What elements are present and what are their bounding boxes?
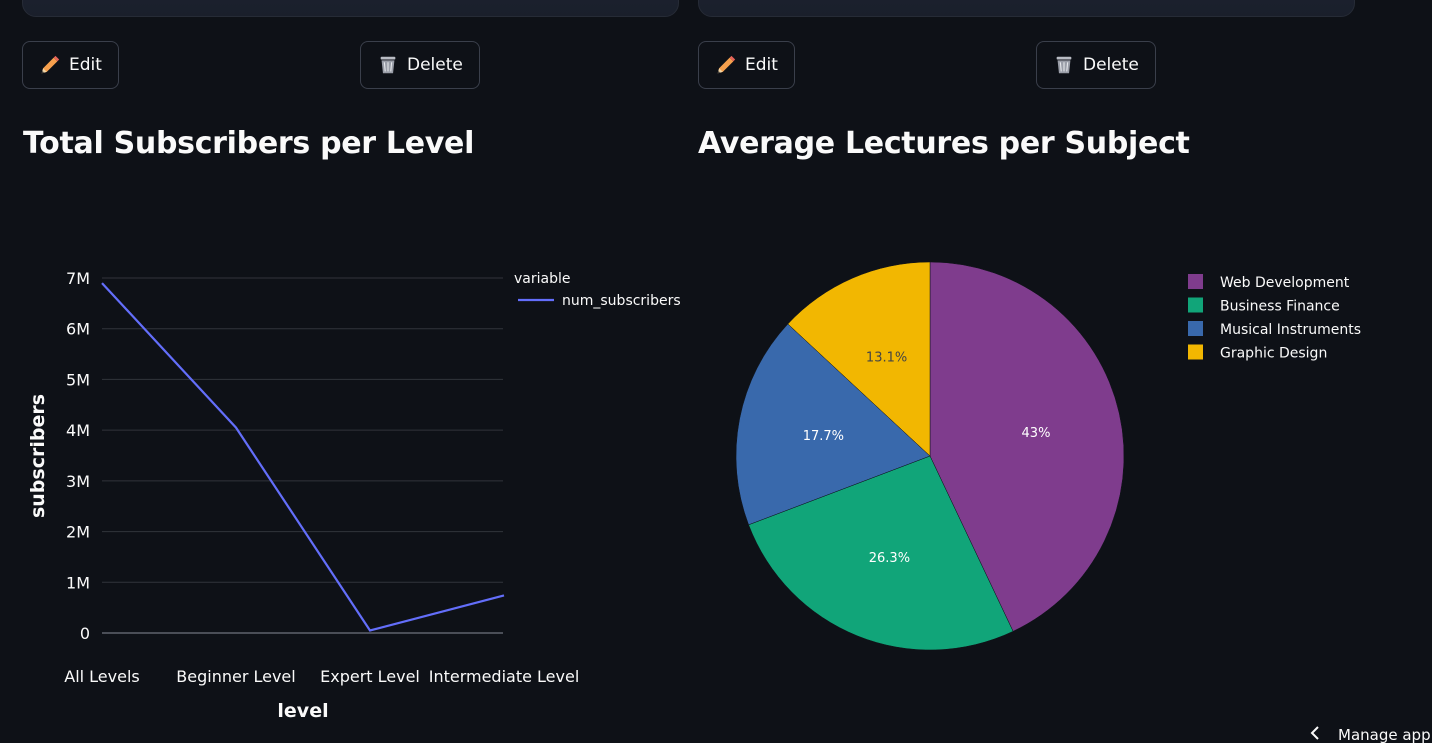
x-tick-label: Expert Level bbox=[320, 667, 420, 686]
y-tick-label: 3M bbox=[66, 472, 90, 491]
legend-swatch[interactable] bbox=[1188, 344, 1203, 360]
legend-label[interactable]: Web Development bbox=[1220, 275, 1350, 291]
chevron-left-icon bbox=[1310, 726, 1320, 743]
pie-slice[interactable] bbox=[735, 323, 931, 526]
pencil-icon bbox=[39, 54, 61, 76]
delete-button-left[interactable]: Delete bbox=[360, 41, 480, 89]
y-tick-label: 5M bbox=[66, 370, 90, 389]
manage-app-button[interactable]: Manage app bbox=[1310, 726, 1431, 743]
wastebasket-icon bbox=[377, 54, 399, 76]
legend-label-num-subscribers[interactable]: num_subscribers bbox=[562, 293, 681, 309]
slice-value-label: 26.3% bbox=[869, 551, 910, 566]
series-line-num-subscribers bbox=[101, 282, 505, 632]
line-chart-title: Total Subscribers per Level bbox=[23, 126, 475, 161]
legend-swatch[interactable] bbox=[1188, 274, 1203, 289]
x-tick-label: Beginner Level bbox=[176, 667, 295, 686]
legend-swatch[interactable] bbox=[1188, 321, 1203, 336]
edit-button-right[interactable]: Edit bbox=[698, 41, 795, 89]
y-tick-label: 2M bbox=[66, 523, 90, 542]
pie-chart-title: Average Lectures per Subject bbox=[698, 126, 1190, 161]
manage-app-label: Manage app bbox=[1338, 726, 1431, 743]
pie-chart: 43% 26.3% 17.7% 13.1% Web Development Busines… bbox=[735, 261, 1361, 651]
pie-slice[interactable] bbox=[929, 261, 1125, 632]
legend-title: variable bbox=[514, 271, 570, 287]
y-tick-label: 0 bbox=[80, 624, 90, 643]
pie-slice[interactable] bbox=[748, 455, 1014, 651]
legend-label[interactable]: Business Finance bbox=[1220, 299, 1340, 315]
delete-button-label: Delete bbox=[1083, 55, 1139, 75]
edit-button-label: Edit bbox=[745, 55, 778, 75]
y-axis-title: subscribers bbox=[27, 394, 49, 518]
legend-swatch[interactable] bbox=[1188, 297, 1203, 313]
legend-label[interactable]: Musical Instruments bbox=[1220, 322, 1361, 338]
delete-button-label: Delete bbox=[407, 55, 463, 75]
y-tick-label: 1M bbox=[66, 573, 90, 592]
legend-label[interactable]: Graphic Design bbox=[1220, 346, 1327, 362]
slice-value-label: 17.7% bbox=[803, 429, 844, 444]
x-axis-title: level bbox=[277, 700, 328, 722]
line-chart: 0 1M 2M 3M 4M 5M 6M 7M All Levels Beginner Level E… bbox=[27, 269, 681, 722]
x-tick-label: Intermediate Level bbox=[429, 667, 580, 686]
wastebasket-icon bbox=[1053, 54, 1075, 76]
x-tick-label: All Levels bbox=[64, 667, 140, 686]
delete-button-right[interactable]: Delete bbox=[1036, 41, 1156, 89]
edit-button-left[interactable]: Edit bbox=[22, 41, 119, 89]
pie-slice[interactable] bbox=[787, 261, 931, 457]
pencil-icon bbox=[715, 54, 737, 76]
y-tick-label: 7M bbox=[66, 269, 90, 288]
slice-value-label: 13.1% bbox=[866, 350, 907, 365]
edit-button-label: Edit bbox=[69, 55, 102, 75]
y-tick-label: 6M bbox=[66, 320, 90, 339]
y-tick-label: 4M bbox=[66, 421, 90, 440]
slice-value-label: 43% bbox=[1022, 426, 1051, 441]
